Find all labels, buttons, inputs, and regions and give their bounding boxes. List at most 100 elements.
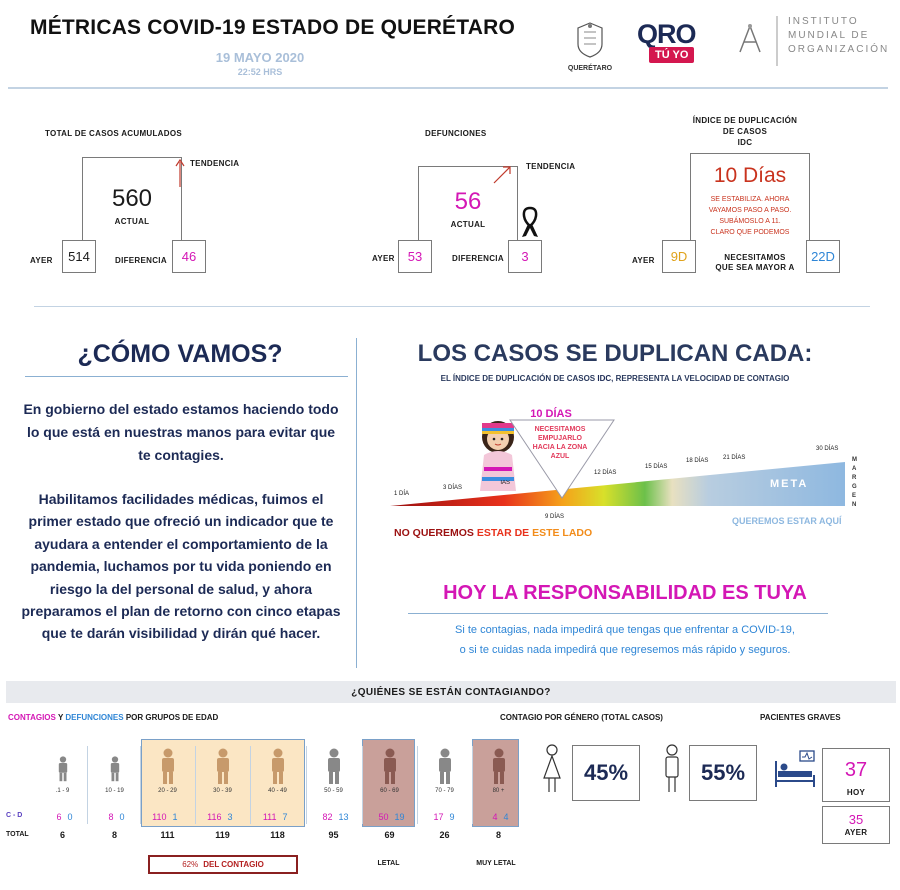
queretaro-logo: QUERÉTARO bbox=[560, 20, 620, 75]
scale-label-15: 15 DÍAS bbox=[645, 464, 668, 470]
deaths-actual-box: 56 ACTUAL bbox=[418, 166, 518, 246]
scale-label-12: 12 DÍAS bbox=[594, 470, 617, 476]
callout-line1: NECESITAMOS bbox=[534, 426, 586, 433]
responsibility-title: HOY LA RESPONSABILIDAD ES TUYA bbox=[443, 582, 807, 604]
age-total-value: 8 bbox=[495, 830, 501, 840]
lethal-label: LETAL bbox=[377, 860, 400, 867]
age-contagios-value: 4 bbox=[492, 812, 498, 822]
age-total-value: 6 bbox=[59, 830, 65, 840]
person-icon bbox=[58, 756, 67, 782]
callout-line2: EMPUJARLO bbox=[538, 435, 582, 442]
imo-logo-line1: INSTITUTO bbox=[788, 16, 859, 27]
age-defunciones-value: 0 bbox=[67, 812, 73, 822]
scale-label-21: 21 DÍAS bbox=[723, 455, 746, 461]
deaths-yesterday-box: 53 bbox=[398, 240, 432, 273]
scale-label-1: 1 DÍA bbox=[394, 491, 410, 497]
deaths-actual-label: ACTUAL bbox=[450, 220, 486, 229]
duplication-title: LOS CASOS SE DUPLICAN CADA: bbox=[417, 340, 813, 367]
age-section-title: CONTAGIOS Y DEFUNCIONES POR GRUPOS DE ED… bbox=[8, 713, 218, 722]
current-idc-label: 10 DÍAS bbox=[530, 408, 572, 420]
person-icon bbox=[438, 748, 451, 784]
age-defunciones-value: 3 bbox=[227, 812, 233, 822]
como-vamos-para2: Habilitamos facilidades médicas, fuimos … bbox=[21, 491, 341, 642]
idc-yesterday-value: 9D bbox=[670, 249, 688, 264]
metrics-divider bbox=[34, 306, 870, 307]
severe-yesterday-value: 35 bbox=[848, 812, 864, 827]
trend-diagonal-arrow-icon bbox=[493, 166, 511, 184]
age-contagios-value: 110 bbox=[152, 812, 167, 822]
duplication-subtitle: EL ÍNDICE DE DUPLICACIÓN DE CASOS IDC, R… bbox=[380, 374, 850, 383]
total-cases-actual-value: 560 bbox=[111, 185, 153, 212]
age-col-separator bbox=[250, 746, 251, 824]
age-col-separator bbox=[87, 746, 88, 824]
male-pct: 55% bbox=[700, 760, 746, 785]
tuyo-logo-text: TÚ YO bbox=[649, 47, 695, 63]
deaths-title: DEFUNCIONES bbox=[425, 129, 487, 138]
contagion-share-pct: 62% bbox=[182, 860, 199, 869]
como-vamos-para1: En gobierno del estado estamos haciendo … bbox=[23, 401, 339, 463]
idc-message-line1: SE ESTABILIZA. AHORA bbox=[710, 196, 790, 203]
age-defunciones-value: 7 bbox=[282, 812, 288, 822]
trend-up-arrow-icon bbox=[175, 158, 185, 187]
person-icon bbox=[383, 748, 396, 784]
total-cases-diff-label: DIFERENCIA bbox=[115, 256, 167, 265]
age-group-column: 10 - 19 8 0 8 bbox=[88, 746, 141, 842]
age-col-separator bbox=[140, 746, 141, 824]
age-range-label: 70 - 79 bbox=[435, 788, 454, 794]
deaths-diff-value: 3 bbox=[521, 249, 529, 264]
scale-label-5: 5 DÍAS bbox=[500, 480, 511, 486]
female-icon bbox=[543, 744, 561, 792]
responsibility-line1: Si te contagias, nada impedirá que tenga… bbox=[455, 624, 795, 636]
duplication-subtitle-post: , REPRESENTA LA VELOCIDAD DE CONTAGIO bbox=[611, 374, 790, 383]
age-defunciones-value: 13 bbox=[338, 812, 349, 822]
age-contagios-value: 111 bbox=[262, 812, 277, 822]
scale-label-30: 30 DÍAS bbox=[816, 446, 839, 452]
callout-line3: HACIA LA ZONA bbox=[532, 444, 588, 451]
bad-side-label: NO QUEREMOS ESTAR DE ESTE LADO bbox=[394, 527, 592, 539]
queretaro-logo-text: QUERÉTARO bbox=[567, 65, 613, 72]
age-defunciones-value: 19 bbox=[394, 812, 405, 822]
hospital-bed-icon bbox=[775, 750, 815, 787]
total-cases-diff-value: 46 bbox=[181, 249, 197, 264]
oro-tuyo-logo: QRO TÚ YO bbox=[637, 20, 707, 68]
age-group-column: 70 - 79 17 9 26 bbox=[418, 746, 471, 842]
age-total-value: 111 bbox=[160, 830, 175, 840]
age-col-separator bbox=[472, 746, 473, 824]
age-contagios-value: 82 bbox=[322, 812, 333, 822]
doll-mascot-icon bbox=[480, 421, 516, 491]
gender-title: CONTAGIO POR GÉNERO (TOTAL CASOS) bbox=[500, 713, 663, 722]
age-defunciones-value: 4 bbox=[503, 812, 509, 822]
person-icon bbox=[216, 748, 229, 784]
total-cases-yesterday-label: AYER bbox=[30, 256, 53, 265]
total-cases-trend-label: TENDENCIA bbox=[190, 159, 240, 168]
oro-logo-text: QRO bbox=[637, 19, 697, 49]
deaths-diff-label: DIFERENCIA bbox=[452, 254, 504, 263]
idc-title-line2: DE CASOS bbox=[722, 127, 768, 136]
age-contagios-value: 50 bbox=[378, 812, 389, 822]
contagion-share-box: 62% DEL CONTAGIO bbox=[148, 855, 298, 874]
imo-logo-line3: ORGANIZACIÓN bbox=[788, 44, 890, 55]
responsibility-underline bbox=[408, 613, 828, 614]
age-contagios-value: 116 bbox=[207, 812, 222, 822]
page-title: MÉTRICAS COVID-19 ESTADO DE QUERÉTARO bbox=[30, 16, 515, 39]
bad-side-part3: ESTE LADO bbox=[532, 527, 593, 539]
severe-yesterday-box: 35 AYER bbox=[822, 806, 890, 844]
mourning-ribbon-icon bbox=[522, 206, 538, 237]
scale-label-18: 18 DÍAS bbox=[686, 458, 709, 464]
callout-line4: AZUL bbox=[550, 453, 570, 460]
como-vamos-underline bbox=[25, 376, 348, 377]
age-defunciones-value: 0 bbox=[119, 812, 125, 822]
scale-label-3: 3 DÍAS bbox=[443, 485, 463, 491]
total-cases-title: TOTAL DE CASOS ACUMULADOS bbox=[45, 129, 182, 138]
age-contagios-value: 6 bbox=[56, 812, 62, 822]
contagion-share-label: DEL CONTAGIO bbox=[203, 860, 264, 869]
age-total-value: 26 bbox=[439, 830, 450, 840]
person-icon bbox=[271, 748, 284, 784]
header-divider bbox=[8, 87, 888, 89]
age-group-column: 20 - 29 110 1 111 bbox=[141, 746, 194, 842]
duplication-scale-graphic bbox=[390, 462, 845, 506]
total-cases-diff-box: 46 bbox=[172, 240, 206, 273]
severe-today-label: HOY bbox=[846, 788, 866, 797]
who-banner: ¿QUIÉNES SE ESTÁN CONTAGIANDO? bbox=[6, 681, 896, 703]
